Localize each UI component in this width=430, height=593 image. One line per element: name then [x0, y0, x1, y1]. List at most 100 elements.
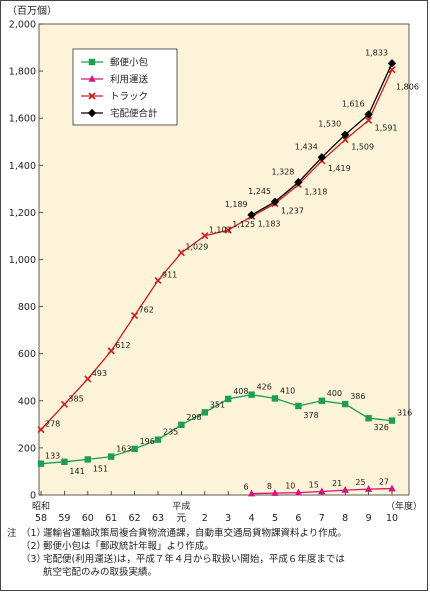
x-tick-label: 61 — [105, 513, 117, 524]
data-point — [294, 178, 303, 187]
y-tick-label: 200 — [18, 443, 36, 454]
notes: 注 （1） 運輸省運輸政策局複合貨物流通課，自動車交通局貨物課資料より作成。 （… — [7, 527, 427, 579]
data-point — [178, 421, 185, 429]
data-label: 316 — [397, 409, 412, 418]
data-label: 151 — [93, 464, 108, 473]
data-point — [177, 249, 185, 257]
data-point — [318, 397, 325, 404]
x-tick-label: 62 — [129, 513, 141, 524]
data-point — [318, 487, 326, 495]
legend-marker — [87, 108, 97, 118]
legend-marker — [88, 58, 96, 66]
x-tick-label: 3 — [225, 513, 231, 524]
x-tick-label: 2 — [202, 513, 208, 524]
y-tick-label: 0 — [30, 491, 36, 502]
note-text: 航空宅配のみの取扱実績。 — [43, 567, 158, 578]
note-number: （2） — [21, 541, 47, 552]
data-label: 141 — [69, 467, 84, 476]
data-point — [247, 210, 256, 220]
data-label: 163 — [116, 445, 131, 454]
x-tick-label: 元 — [177, 513, 187, 524]
data-point — [388, 417, 396, 424]
data-point — [342, 400, 349, 408]
data-label: 1,029 — [185, 243, 208, 252]
data-label: 612 — [115, 341, 130, 350]
data-label: 21 — [332, 479, 342, 488]
data-point — [131, 311, 139, 320]
legend-label: 郵便小包 — [110, 57, 149, 69]
data-label: 410 — [280, 386, 295, 395]
era-label: 平成 — [172, 500, 190, 512]
data-point — [294, 488, 302, 496]
data-point — [341, 136, 349, 144]
data-label: 1,237 — [281, 207, 304, 216]
y-tick-label: 2,000 — [9, 20, 36, 31]
data-label: 1,318 — [304, 188, 327, 197]
data-point — [248, 489, 256, 497]
data-point — [341, 486, 349, 493]
data-label: 408 — [233, 387, 248, 396]
x-tick-label: 7 — [319, 513, 325, 524]
legend-label: トラック — [110, 92, 148, 103]
data-point — [387, 59, 397, 68]
data-label: 1,328 — [271, 167, 294, 176]
data-point — [154, 436, 162, 443]
data-label: 133 — [45, 452, 60, 461]
data-label: 1,509 — [351, 143, 374, 152]
data-point — [341, 130, 350, 139]
x-tick-label: 58 — [35, 513, 47, 524]
data-label: 351 — [210, 400, 225, 409]
x-tick-label: 9 — [366, 513, 372, 524]
data-point — [131, 445, 138, 453]
data-label: 1,183 — [258, 219, 281, 228]
data-label: 386 — [350, 392, 365, 401]
data-point — [365, 116, 373, 124]
data-label: 426 — [257, 383, 272, 392]
data-point — [224, 226, 232, 234]
legend-marker — [88, 75, 96, 82]
data-point — [37, 460, 45, 467]
data-label: 27 — [379, 478, 389, 487]
note-2: （2） 郵便小包は「郵政統計年報」より作成。 — [7, 540, 427, 553]
data-point — [108, 453, 115, 460]
data-point — [61, 458, 68, 465]
data-label: 326 — [374, 423, 389, 432]
data-label: 378 — [303, 411, 318, 420]
note-number: （1） — [21, 528, 47, 539]
note-1: 注 （1） 運輸省運輸政策局複合貨物流通課，自動車交通局貨物課資料より作成。 — [7, 527, 427, 540]
data-point — [84, 456, 91, 463]
data-label: 8 — [267, 482, 272, 491]
data-label: 1,434 — [295, 142, 318, 151]
note-prefix: 注 — [7, 528, 17, 539]
data-point — [248, 391, 255, 398]
data-point — [37, 425, 45, 434]
x-tick-label: 10 — [386, 513, 398, 524]
y-unit-label: （百万個） — [7, 4, 57, 17]
data-point — [270, 197, 280, 207]
y-tick-label: 1,000 — [9, 255, 36, 266]
data-label: 15 — [309, 480, 319, 489]
note-3-continuation: 航空宅配のみの取扱実績。 — [7, 566, 427, 579]
data-label: 1,125 — [232, 220, 255, 229]
data-point — [60, 400, 68, 408]
data-point — [271, 395, 279, 402]
data-point — [84, 375, 92, 383]
data-label: 1,591 — [375, 123, 398, 132]
data-label: 25 — [355, 478, 365, 487]
data-point — [225, 395, 232, 403]
data-label: 1,419 — [328, 164, 351, 173]
data-label: 1,530 — [318, 120, 341, 129]
y-tick-label: 1,600 — [9, 114, 36, 125]
data-point — [364, 110, 373, 119]
y-tick-label: 1,400 — [9, 161, 36, 172]
data-label: 10 — [285, 482, 295, 491]
x-tick-label: 59 — [58, 513, 70, 524]
data-label: 493 — [92, 369, 107, 378]
x-tick-label: 8 — [342, 513, 348, 524]
note-text: 運輸省運輸政策局複合貨物流通課，自動車交通局貨物課資料より作成。 — [43, 528, 347, 539]
x-unit-label: （年度） — [386, 500, 422, 512]
data-label: 385 — [68, 394, 83, 403]
x-tick-label: 63 — [152, 513, 164, 524]
data-label: 400 — [327, 389, 342, 398]
